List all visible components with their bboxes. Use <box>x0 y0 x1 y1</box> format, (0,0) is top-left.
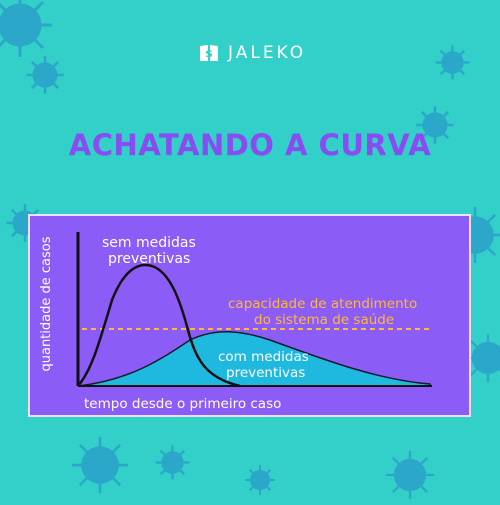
x-axis-label: tempo desde o primeiro caso <box>84 396 282 412</box>
page-title: ACHATANDO A CURVA <box>68 128 432 162</box>
flattened-curve <box>77 331 431 387</box>
no-measures-label: sem medidas preventivas <box>102 235 196 267</box>
virus-icon <box>416 106 454 144</box>
book-dollar-icon: $ <box>200 45 218 61</box>
virus-icon <box>72 437 128 493</box>
y-axis-label: quantidade de casos <box>39 236 54 372</box>
virus-icon <box>26 56 64 94</box>
brand-logo: $ JALEKO <box>198 42 308 64</box>
svg-text:$: $ <box>205 47 213 60</box>
peak-curve <box>77 263 241 388</box>
virus-icon <box>435 45 470 80</box>
virus-icon <box>245 465 275 495</box>
virus-icon <box>0 0 52 57</box>
virus-icon <box>386 451 434 499</box>
capacity-label: capacidade de atendimento do sistema de … <box>228 296 418 328</box>
with-measures-label: com medidas preventivas <box>218 349 309 381</box>
brand-name: JALEKO <box>228 43 307 63</box>
virus-icon <box>155 445 190 480</box>
